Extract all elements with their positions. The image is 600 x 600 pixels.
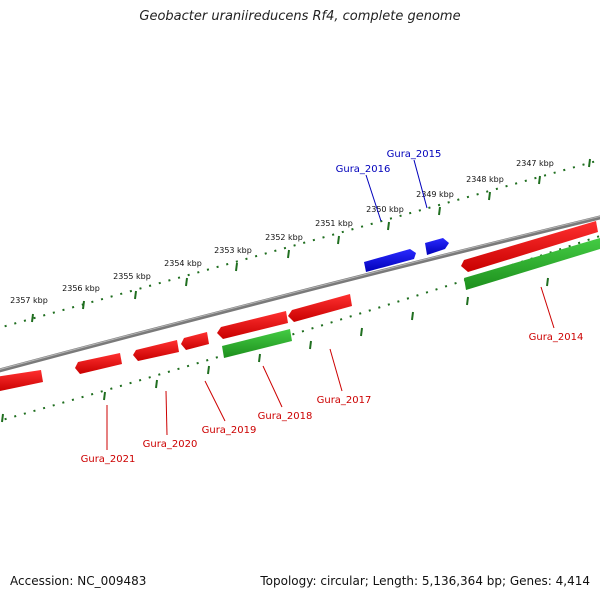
gene-block-forward[interactable] xyxy=(425,238,449,255)
gene-block-rna[interactable] xyxy=(464,238,600,290)
genome-backbone-highlight xyxy=(0,215,600,370)
gene-label[interactable]: Gura_2016 xyxy=(336,164,391,175)
ruler-major-tick xyxy=(31,313,34,323)
gene-leader-line xyxy=(262,365,283,408)
ruler-major-tick xyxy=(588,158,591,168)
gene-label[interactable]: Gura_2019 xyxy=(202,425,257,436)
ruler-major-tick xyxy=(185,277,188,287)
ruler-major-tick xyxy=(360,327,363,337)
gene-block-reverse[interactable] xyxy=(133,340,179,361)
ruler-label: 2353 kbp xyxy=(214,246,252,255)
ruler-major-tick xyxy=(235,262,238,272)
inner-ruler-line xyxy=(0,235,600,422)
gene-label[interactable]: Gura_2015 xyxy=(387,149,442,160)
ruler-label: 2352 kbp xyxy=(265,233,303,242)
genome-backbone xyxy=(0,215,600,373)
gene-block-reverse[interactable] xyxy=(288,294,352,322)
ruler-major-tick xyxy=(287,249,290,259)
gene-block-rna[interactable] xyxy=(222,329,292,358)
ruler-major-tick xyxy=(546,277,549,287)
ruler-label: 2350 kbp xyxy=(366,205,404,214)
ruler-major-tick xyxy=(538,175,541,185)
gene-leader-line xyxy=(204,380,226,422)
genome-summary-text: Topology: circular; Length: 5,136,364 bp… xyxy=(260,574,590,588)
ruler-major-tick xyxy=(134,290,137,300)
ruler-major-tick xyxy=(103,391,106,401)
ruler-major-tick xyxy=(207,365,210,375)
ruler-label: 2348 kbp xyxy=(466,175,504,184)
gene-leader-line xyxy=(413,159,428,209)
gene-label[interactable]: Gura_2017 xyxy=(317,395,372,406)
gene-leader-line xyxy=(365,174,382,222)
ruler-major-tick xyxy=(1,413,4,423)
ruler-label: 2347 kbp xyxy=(516,159,554,168)
gene-block-reverse[interactable] xyxy=(217,311,288,339)
gene-block-forward[interactable] xyxy=(364,249,416,272)
ruler-label: 2355 kbp xyxy=(113,272,151,281)
gene-label[interactable]: Gura_2021 xyxy=(81,454,136,465)
gene-block-reverse[interactable] xyxy=(181,332,209,350)
gene-block-reverse[interactable] xyxy=(461,221,598,272)
ruler-major-ticks xyxy=(1,158,591,423)
ruler-major-tick xyxy=(411,311,414,321)
ruler-labels: 2347 kbp 2348 kbp 2349 kbp 2350 kbp 2351 kbp… xyxy=(10,159,554,305)
ruler-label: 2356 kbp xyxy=(62,284,100,293)
ruler-label: 2357 kbp xyxy=(10,296,48,305)
ruler-major-tick xyxy=(466,296,469,306)
ruler-major-tick xyxy=(337,235,340,245)
ruler-major-tick xyxy=(82,300,85,310)
accession-text: Accession: NC_009483 xyxy=(10,574,147,588)
ruler-major-tick xyxy=(488,191,491,201)
map-title: Geobacter uraniireducens Rf4, complete g… xyxy=(139,9,461,24)
gene-label[interactable]: Gura_2020 xyxy=(143,439,198,450)
gene-label[interactable]: Gura_2018 xyxy=(258,411,313,422)
gene-label[interactable]: Gura_2014 xyxy=(529,332,584,343)
ruler-label: 2354 kbp xyxy=(164,259,202,268)
ruler-major-tick xyxy=(258,353,261,363)
gene-leader-line xyxy=(540,286,555,329)
ruler-major-tick xyxy=(438,206,441,216)
ruler-label: 2349 kbp xyxy=(416,190,454,199)
ruler-major-tick xyxy=(387,221,390,231)
ruler-major-tick xyxy=(155,379,158,389)
ruler-major-tick xyxy=(309,340,312,350)
gene-leader-line xyxy=(329,348,343,392)
gene-block-reverse[interactable] xyxy=(75,353,122,374)
gene-labels: Gura_2015 Gura_2016 Gura_2014 Gura_2017 Gura… xyxy=(81,149,584,465)
ruler-label: 2351 kbp xyxy=(315,219,353,228)
gene-features xyxy=(0,221,600,392)
outer-ruler-line xyxy=(0,159,600,329)
gene-leader-line xyxy=(165,390,168,436)
gene-block-reverse[interactable] xyxy=(0,370,43,392)
